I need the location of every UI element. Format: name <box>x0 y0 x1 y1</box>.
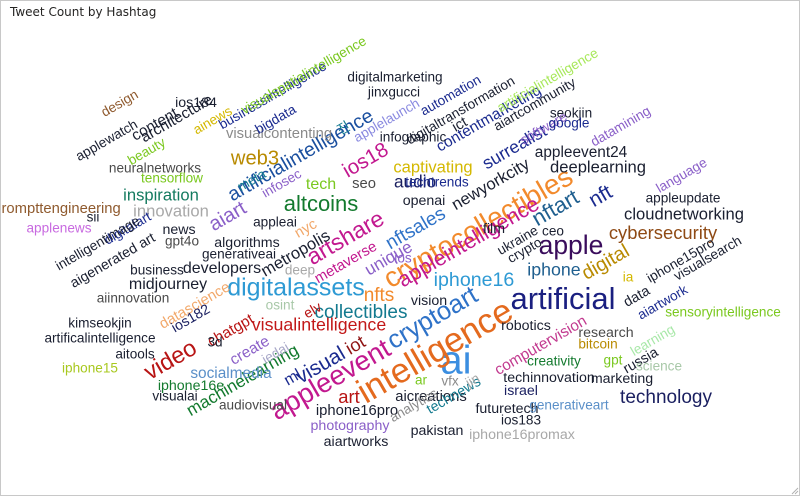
word-google[interactable]: google <box>549 116 590 131</box>
word-ml[interactable]: ml <box>281 366 304 389</box>
word-developers[interactable]: developers <box>183 260 261 277</box>
word-kimseokjin[interactable]: kimseokjin <box>68 316 131 331</box>
word-openai[interactable]: openai <box>403 193 446 209</box>
word-osint[interactable]: osint <box>266 298 295 313</box>
word-prompttengineering[interactable]: prompttengineering <box>1 201 121 217</box>
word-art[interactable]: art <box>338 386 359 407</box>
word-creativity[interactable]: creativity <box>527 354 581 369</box>
word-appleupdate[interactable]: appleupdate <box>646 191 721 206</box>
word-aicreations[interactable]: aicreations <box>395 389 467 405</box>
word-nfts[interactable]: nfts <box>364 285 395 306</box>
word-jin[interactable]: jin <box>462 370 482 390</box>
word-research[interactable]: research <box>578 325 633 341</box>
word-apple[interactable]: apple <box>539 230 604 260</box>
word-digitalmarketing[interactable]: digitalmarketing <box>347 70 442 85</box>
word-iphone[interactable]: iphone <box>527 260 581 280</box>
word-bitcoin[interactable]: bitcoin <box>578 337 617 352</box>
word-marketing[interactable]: marketing <box>591 371 653 387</box>
word-web3[interactable]: web3 <box>230 147 279 169</box>
word-appleevent24[interactable]: appleevent24 <box>535 144 628 161</box>
word-technology[interactable]: technology <box>620 387 712 408</box>
word-collectibles[interactable]: collectibles <box>315 302 408 323</box>
word-generativeart[interactable]: generativeart <box>529 398 609 413</box>
word-ia[interactable]: ia <box>623 270 634 285</box>
word-iphone15[interactable]: iphone15 <box>62 361 118 376</box>
word-applenews[interactable]: applenews <box>27 221 92 236</box>
word-neuralnetworks[interactable]: neuralnetworks <box>109 161 201 176</box>
word-seo[interactable]: seo <box>352 176 376 192</box>
word-news[interactable]: news <box>162 222 195 238</box>
word-cybersecurity[interactable]: cybersecurity <box>609 222 718 243</box>
word-innovation[interactable]: innovation <box>133 201 209 220</box>
word-infographic[interactable]: infographic <box>380 130 447 145</box>
word-iphone16promax[interactable]: iphone16promax <box>469 427 575 443</box>
word-aiartworks[interactable]: aiartworks <box>324 434 389 450</box>
word-tensorflow[interactable]: tensorflow <box>141 171 203 186</box>
word-sii[interactable]: sii <box>87 210 100 225</box>
word-gpt4o[interactable]: gpt4o <box>165 234 199 249</box>
word-business[interactable]: business <box>130 263 184 278</box>
resize-handle-icon[interactable] <box>789 485 799 495</box>
word-aitools[interactable]: aitools <box>115 347 154 362</box>
word-ceo[interactable]: ceo <box>542 224 564 239</box>
word-generativeai[interactable]: generativeai <box>202 247 276 262</box>
word-iphone16[interactable]: iphone16 <box>434 269 515 291</box>
word-inspiration[interactable]: inspiration <box>123 185 199 204</box>
word-film[interactable]: film <box>483 221 505 237</box>
word-techtrends[interactable]: techtrends <box>405 175 469 190</box>
word-sensoryintelligence[interactable]: sensoryintelligence <box>665 305 781 320</box>
word-visualintelligence[interactable]: visualintelligence <box>252 315 387 335</box>
word-techinnovation[interactable]: techinnovation <box>503 370 595 386</box>
word-cloudnetworking[interactable]: cloudnetworking <box>624 204 744 223</box>
word-digitalassets[interactable]: digitalassets <box>227 274 365 302</box>
word-nft[interactable]: nft <box>585 180 617 212</box>
word-ios[interactable]: ios <box>394 251 412 266</box>
word-3d[interactable]: 3d <box>207 335 222 350</box>
word-socialmedia[interactable]: socialmedia <box>190 365 272 382</box>
word-iphone16pro[interactable]: iphone16pro <box>316 403 398 419</box>
word-robotics[interactable]: robotics <box>501 318 551 334</box>
word-algorithms[interactable]: algorithms <box>214 235 279 251</box>
word-audiovisual[interactable]: audiovisual <box>219 398 287 413</box>
word-seokjin[interactable]: seokjin <box>550 106 592 121</box>
word-gpt[interactable]: gpt <box>604 353 623 368</box>
word-pakistan[interactable]: pakistan <box>411 423 464 439</box>
word-deeplearning[interactable]: deeplearning <box>550 157 646 176</box>
word-israel[interactable]: israel <box>504 383 538 399</box>
word-ai[interactable]: ai <box>440 339 471 383</box>
visual-title: Tweet Count by Hashtag <box>10 5 157 19</box>
word-ios184[interactable]: ios184 <box>175 95 217 111</box>
word-aiinnovation[interactable]: aiinnovation <box>97 291 170 306</box>
word-jinxgucci[interactable]: jinxgucci <box>367 85 420 100</box>
word-language[interactable]: language <box>654 155 710 196</box>
word-artificalintelligence[interactable]: artificalintelligence <box>44 331 155 346</box>
word-altcoins[interactable]: altcoins <box>284 191 359 216</box>
word-ios183[interactable]: ios183 <box>501 413 541 428</box>
word-vision[interactable]: vision <box>411 293 447 309</box>
word-artificial[interactable]: artificial <box>510 281 615 316</box>
word-visualai[interactable]: visualai <box>152 389 197 404</box>
word-visualcontenting[interactable]: visualcontenting <box>226 126 332 142</box>
word-captivating[interactable]: captivating <box>393 157 472 176</box>
word-tech[interactable]: tech <box>306 176 336 193</box>
word-iphone16e[interactable]: iphone16e <box>158 378 224 394</box>
word-midjourney[interactable]: midjourney <box>129 276 207 293</box>
word-appleai[interactable]: appleai <box>253 215 297 230</box>
word-science[interactable]: science <box>636 359 682 374</box>
word-futuretech[interactable]: futuretech <box>475 401 538 417</box>
word-vfx[interactable]: vfx <box>441 374 459 389</box>
word-ar[interactable]: ar <box>415 373 428 388</box>
word-photography[interactable]: photography <box>311 418 391 434</box>
word-audio[interactable]: audio <box>394 172 436 192</box>
word-aiart[interactable]: aiart <box>205 197 250 236</box>
word-design[interactable]: design <box>98 87 140 120</box>
word-datamining[interactable]: datamining <box>588 103 653 149</box>
word-deep[interactable]: deep <box>285 263 315 278</box>
word-ict[interactable]: ict <box>450 114 471 135</box>
